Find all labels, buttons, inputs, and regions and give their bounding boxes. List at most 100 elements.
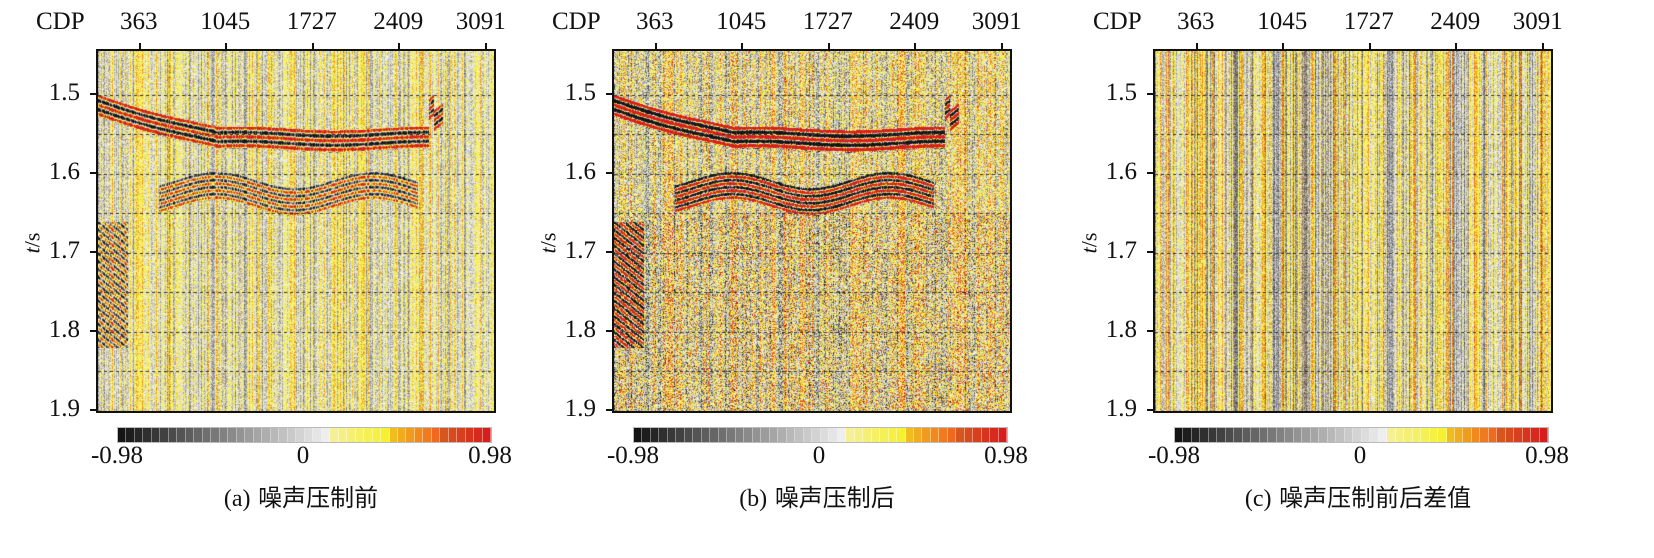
colorbar-swatch <box>786 428 796 442</box>
colorbar-swatch <box>1429 428 1439 442</box>
colorbar-swatch <box>947 428 957 442</box>
colorbar-swatch <box>905 428 914 442</box>
colorbar-swatch <box>406 428 415 442</box>
colorbar-swatch <box>1208 428 1218 442</box>
y-tick-mark <box>90 409 96 412</box>
colorbar-swatch <box>134 428 144 442</box>
colorbar-swatch <box>287 428 297 442</box>
x-tick-mark <box>914 43 917 49</box>
y-tick-label: 1.8 <box>564 315 596 343</box>
colorbar-swatch <box>431 428 441 442</box>
x-tick-label: 3091 <box>1512 8 1563 35</box>
y-tick-mark <box>90 171 96 174</box>
y-tick-label: 1.5 <box>564 78 596 106</box>
y-tick-label: 1.5 <box>1105 78 1137 106</box>
colorbar-swatch <box>1336 428 1345 442</box>
x-tick-label: 1045 <box>200 8 251 35</box>
colorbar-min-label: -0.98 <box>1147 442 1201 469</box>
y-tick-label: 1.7 <box>1105 236 1137 264</box>
colorbar-swatch <box>684 428 694 442</box>
colorbar-swatch <box>1175 428 1184 442</box>
caption-text: 噪声压制后 <box>774 484 895 512</box>
x-axis-label: CDP <box>1093 8 1142 35</box>
seismic-image <box>614 51 1010 411</box>
colorbar-swatch <box>1310 428 1320 442</box>
panel-c: CDP 363 1045 1727 2409 3091 t/s 1.5 1.6 1.7 1.8 1.9… <box>1057 0 1597 558</box>
x-tick-mark <box>225 43 228 49</box>
colorbar-swatch <box>372 428 382 442</box>
colorbar-swatch <box>964 428 974 442</box>
x-tick-mark <box>1541 43 1544 49</box>
y-tick-label: 1.8 <box>1105 315 1137 343</box>
colorbar-swatch <box>304 428 314 442</box>
colorbar-swatch <box>151 428 161 442</box>
x-axis-label: CDP <box>552 8 601 35</box>
colorbar-swatch <box>1471 428 1481 442</box>
colorbar-swatch <box>1302 428 1311 442</box>
colorbar-swatch <box>1505 428 1515 442</box>
colorbar-swatch <box>296 428 305 442</box>
colorbar-swatch <box>1404 428 1413 442</box>
colorbar-swatch <box>448 428 458 442</box>
colorbar-swatch <box>634 428 643 442</box>
colorbar-swatch <box>710 428 719 442</box>
colorbar-swatch <box>313 428 322 442</box>
colorbar-swatch <box>650 428 660 442</box>
x-tick-label: 2409 <box>889 8 940 35</box>
y-tick-mark <box>1147 329 1153 332</box>
colorbar-swatch <box>1268 428 1277 442</box>
colorbar-swatch <box>744 428 753 442</box>
colorbar-swatch <box>1234 428 1243 442</box>
colorbar-swatch <box>126 428 135 442</box>
colorbar-swatch <box>194 428 203 442</box>
colorbar-swatch <box>1480 428 1489 442</box>
y-tick-mark <box>606 171 612 174</box>
colorbar-swatch <box>922 428 931 442</box>
x-tick-mark <box>311 43 314 49</box>
x-tick-mark <box>1368 43 1371 49</box>
colorbar <box>117 427 492 443</box>
colorbar-swatch <box>871 428 881 442</box>
colorbar-swatch <box>202 428 212 442</box>
colorbar-swatch <box>1370 428 1379 442</box>
colorbar-max-label: 0.98 <box>984 442 1028 469</box>
colorbar-swatch <box>1387 428 1396 442</box>
colorbar-swatch <box>1276 428 1286 442</box>
colorbar <box>633 427 1008 443</box>
colorbar-swatch <box>1251 428 1260 442</box>
y-tick-label: 1.9 <box>564 395 596 423</box>
x-tick-mark <box>484 43 487 49</box>
colorbar-swatch <box>1225 428 1235 442</box>
colorbar-swatch <box>253 428 263 442</box>
colorbar-swatch <box>1446 428 1455 442</box>
colorbar-swatch <box>321 428 331 442</box>
colorbar-swatch <box>474 428 483 442</box>
y-tick-label: 1.9 <box>48 395 80 423</box>
colorbar-swatch <box>778 428 787 442</box>
y-tick-label: 1.7 <box>48 236 80 264</box>
colorbar-swatch <box>837 428 847 442</box>
colorbar-swatch <box>1454 428 1464 442</box>
colorbar-swatch <box>1378 428 1388 442</box>
colorbar-swatch <box>769 428 779 442</box>
colorbar-swatch <box>854 428 864 442</box>
colorbar-swatch <box>973 428 982 442</box>
y-tick-mark <box>90 250 96 253</box>
colorbar-swatch <box>219 428 229 442</box>
panel-a: CDP 363 1045 1727 2409 3091 t/s 1.5 1.6 1.7 1.8 1.9… <box>0 0 540 558</box>
colorbar-swatch <box>846 428 855 442</box>
colorbar-swatch <box>659 428 668 442</box>
y-tick-mark <box>90 329 96 332</box>
colorbar-swatch <box>812 428 821 442</box>
colorbar-swatch <box>642 428 651 442</box>
colorbar-swatch <box>457 428 466 442</box>
y-tick-mark <box>606 92 612 95</box>
colorbar-swatch <box>939 428 948 442</box>
x-tick-label: 1727 <box>1343 8 1394 35</box>
seismic-section <box>96 49 496 413</box>
x-tick-mark <box>654 43 657 49</box>
panel-caption: (b) 噪声压制后 <box>739 478 895 513</box>
colorbar-swatch <box>279 428 288 442</box>
colorbar-swatch <box>693 428 702 442</box>
x-tick-label: 3091 <box>455 8 506 35</box>
